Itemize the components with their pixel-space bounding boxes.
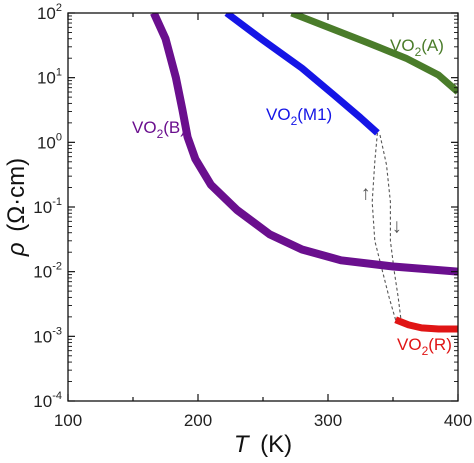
hysteresis-heating-path bbox=[371, 132, 397, 320]
y-tick-label: 10-4 bbox=[33, 390, 62, 411]
hysteresis-cooling-path bbox=[379, 134, 402, 319]
series-line-vo2-a bbox=[290, 13, 458, 95]
series-label-vo2-b: VO2(B) bbox=[132, 118, 186, 141]
y-axis-symbol: ρ bbox=[3, 242, 30, 257]
y-tick-label: 10-3 bbox=[33, 325, 62, 346]
series-line-vo2-r bbox=[394, 316, 458, 333]
series-label-vo2-m1: VO2(M1) bbox=[266, 105, 332, 128]
series-label-vo2-a: VO2(A) bbox=[390, 36, 444, 59]
series-line-vo2-b bbox=[150, 13, 458, 276]
y-tick-label: 10-1 bbox=[33, 196, 62, 217]
y-axis-unit: (Ω·cm) bbox=[3, 158, 30, 232]
cooling-arrow-icon: ↓ bbox=[392, 216, 402, 238]
series-line-vo2-m1 bbox=[224, 13, 380, 136]
x-tick-label: 400 bbox=[444, 411, 472, 430]
x-axis-symbol: T bbox=[234, 431, 251, 458]
x-axis-title: T (K) bbox=[234, 431, 292, 458]
x-tick-label: 300 bbox=[314, 411, 342, 430]
y-tick-label: 10-2 bbox=[33, 261, 62, 282]
x-axis-unit: (K) bbox=[260, 431, 292, 458]
y-tick-label: 102 bbox=[37, 2, 62, 23]
x-tick-label: 200 bbox=[184, 411, 212, 430]
y-axis-title: ρ (Ω·cm) bbox=[3, 158, 30, 257]
heating-arrow-icon: ↑ bbox=[361, 183, 371, 205]
x-tick-label: 100 bbox=[54, 411, 82, 430]
y-tick-label: 100 bbox=[37, 131, 62, 152]
y-tick-label: 101 bbox=[37, 67, 62, 88]
series-label-vo2-r: VO2(R) bbox=[397, 335, 452, 358]
